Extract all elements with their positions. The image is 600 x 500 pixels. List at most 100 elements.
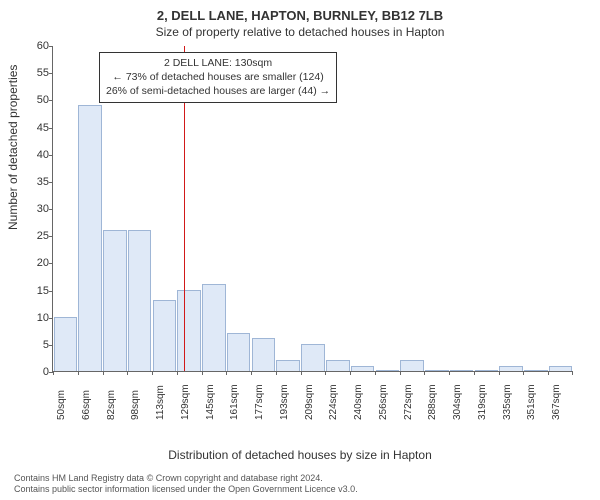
- histogram-bar: [252, 338, 276, 371]
- histogram-bar: [450, 370, 474, 371]
- y-tick-mark: [49, 318, 53, 319]
- x-tick-mark: [400, 371, 401, 375]
- annotation-box: 2 DELL LANE: 130sqm ← 73% of detached ho…: [99, 52, 337, 103]
- y-tick-label: 10: [23, 312, 49, 324]
- histogram-bar: [227, 333, 251, 371]
- y-axis-label: Number of detached properties: [6, 65, 20, 230]
- y-tick-mark: [49, 46, 53, 47]
- y-tick-mark: [49, 128, 53, 129]
- x-tick-label: 50sqm: [56, 390, 67, 420]
- histogram-bar: [103, 230, 127, 371]
- x-tick-label: 98sqm: [130, 390, 141, 420]
- x-tick-label: 193sqm: [279, 384, 290, 420]
- y-tick-mark: [49, 73, 53, 74]
- y-tick-mark: [49, 182, 53, 183]
- x-tick-mark: [152, 371, 153, 375]
- x-tick-label: 288sqm: [427, 384, 438, 420]
- x-tick-mark: [499, 371, 500, 375]
- chart-area: 05101520253035404550556050sqm66sqm82sqm9…: [52, 46, 572, 416]
- x-tick-mark: [276, 371, 277, 375]
- histogram-bar: [326, 360, 350, 371]
- x-tick-label: 161sqm: [229, 384, 240, 420]
- annotation-line-3: 26% of semi-detached houses are larger (…: [106, 84, 330, 98]
- page-title: 2, DELL LANE, HAPTON, BURNLEY, BB12 7LB: [0, 0, 600, 23]
- x-tick-label: 272sqm: [403, 384, 414, 420]
- histogram-bar: [425, 370, 449, 371]
- y-tick-label: 40: [23, 149, 49, 161]
- x-tick-mark: [251, 371, 252, 375]
- y-tick-label: 0: [23, 366, 49, 378]
- footer-line-1: Contains HM Land Registry data © Crown c…: [14, 473, 358, 485]
- annotation-line-1: 2 DELL LANE: 130sqm: [106, 56, 330, 70]
- x-tick-mark: [523, 371, 524, 375]
- histogram-bar: [177, 290, 201, 372]
- histogram-bar: [202, 284, 226, 371]
- y-tick-mark: [49, 209, 53, 210]
- y-tick-label: 5: [23, 339, 49, 351]
- x-tick-mark: [449, 371, 450, 375]
- x-tick-mark: [301, 371, 302, 375]
- y-tick-label: 55: [23, 67, 49, 79]
- x-tick-mark: [103, 371, 104, 375]
- y-tick-mark: [49, 291, 53, 292]
- x-tick-label: 145sqm: [205, 384, 216, 420]
- y-tick-label: 30: [23, 203, 49, 215]
- x-tick-label: 351sqm: [526, 384, 537, 420]
- x-tick-mark: [572, 371, 573, 375]
- x-tick-mark: [375, 371, 376, 375]
- histogram-bar: [475, 370, 499, 371]
- x-tick-label: 367sqm: [551, 384, 562, 420]
- page-subtitle: Size of property relative to detached ho…: [0, 23, 600, 43]
- histogram-bar: [128, 230, 152, 371]
- x-tick-mark: [127, 371, 128, 375]
- histogram-bar: [524, 370, 548, 371]
- plot-region: 05101520253035404550556050sqm66sqm82sqm9…: [52, 46, 572, 372]
- histogram-bar: [301, 344, 325, 371]
- histogram-bar: [549, 366, 573, 371]
- x-tick-label: 335sqm: [502, 384, 513, 420]
- histogram-bar: [499, 366, 523, 371]
- x-tick-mark: [202, 371, 203, 375]
- x-tick-mark: [350, 371, 351, 375]
- histogram-bar: [153, 300, 177, 371]
- histogram-bar: [376, 370, 400, 371]
- y-tick-label: 20: [23, 257, 49, 269]
- y-tick-mark: [49, 100, 53, 101]
- x-tick-mark: [78, 371, 79, 375]
- footer-attribution: Contains HM Land Registry data © Crown c…: [14, 473, 358, 496]
- x-tick-label: 82sqm: [106, 390, 117, 420]
- x-tick-mark: [53, 371, 54, 375]
- histogram-bar: [276, 360, 300, 371]
- x-tick-label: 224sqm: [328, 384, 339, 420]
- x-tick-mark: [474, 371, 475, 375]
- y-tick-label: 45: [23, 122, 49, 134]
- x-tick-mark: [226, 371, 227, 375]
- y-tick-mark: [49, 155, 53, 156]
- x-tick-label: 209sqm: [304, 384, 315, 420]
- y-tick-label: 60: [23, 40, 49, 52]
- x-axis-label: Distribution of detached houses by size …: [0, 448, 600, 462]
- x-tick-mark: [325, 371, 326, 375]
- x-tick-mark: [548, 371, 549, 375]
- footer-line-2: Contains public sector information licen…: [14, 484, 358, 496]
- x-tick-label: 240sqm: [353, 384, 364, 420]
- x-tick-label: 66sqm: [81, 390, 92, 420]
- x-tick-label: 319sqm: [477, 384, 488, 420]
- x-tick-mark: [177, 371, 178, 375]
- x-tick-label: 113sqm: [155, 385, 166, 420]
- histogram-bar: [54, 317, 78, 371]
- histogram-bar: [400, 360, 424, 371]
- y-tick-label: 25: [23, 230, 49, 242]
- y-tick-label: 50: [23, 94, 49, 106]
- x-tick-label: 177sqm: [254, 384, 265, 420]
- x-tick-label: 256sqm: [378, 384, 389, 420]
- y-tick-mark: [49, 345, 53, 346]
- y-tick-mark: [49, 236, 53, 237]
- y-tick-mark: [49, 263, 53, 264]
- histogram-bar: [78, 105, 102, 371]
- x-tick-label: 304sqm: [452, 384, 463, 420]
- x-tick-mark: [424, 371, 425, 375]
- x-tick-label: 129sqm: [180, 384, 191, 420]
- histogram-bar: [351, 366, 375, 371]
- y-tick-label: 15: [23, 285, 49, 297]
